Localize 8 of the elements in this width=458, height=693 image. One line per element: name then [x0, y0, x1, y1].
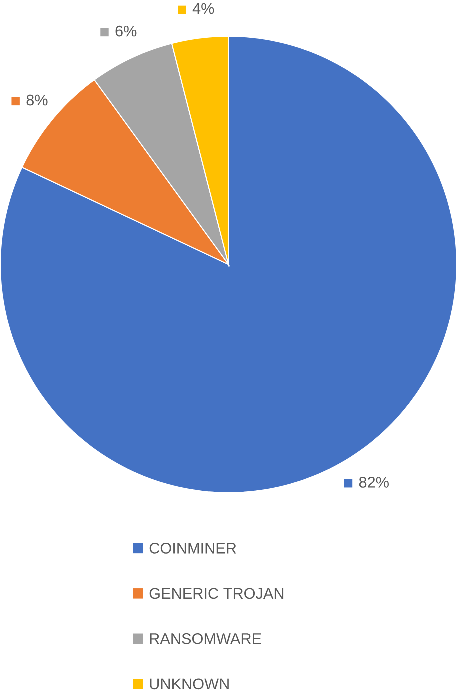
legend-label: GENERIC TROJAN: [150, 588, 284, 600]
legend-label: UNKNOWN: [150, 678, 230, 690]
data-label: 82%: [360, 476, 390, 488]
data-label: 8%: [27, 94, 48, 106]
legend-label: COINMINER: [150, 542, 237, 554]
data-label: 4%: [193, 3, 214, 14]
legend-label: RANSOMWARE: [150, 633, 262, 644]
data-label: 6%: [116, 26, 137, 37]
